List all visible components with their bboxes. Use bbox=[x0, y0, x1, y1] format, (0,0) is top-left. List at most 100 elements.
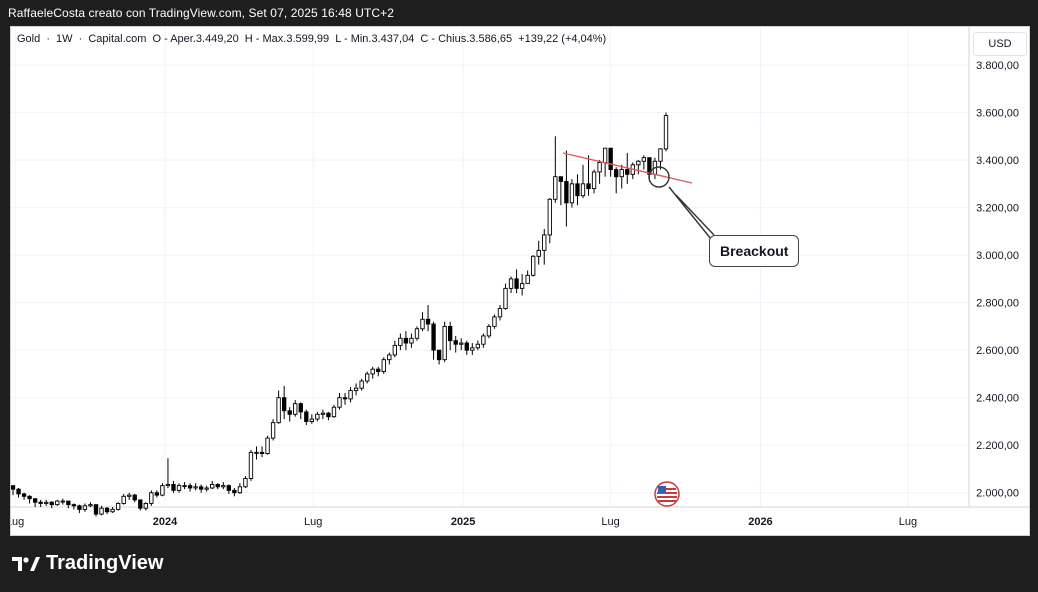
candle-body bbox=[11, 485, 16, 490]
candle-body bbox=[542, 234, 547, 251]
candle bbox=[243, 476, 248, 488]
candle bbox=[492, 314, 497, 329]
time-tick-label: Lug bbox=[304, 516, 322, 528]
candle bbox=[154, 490, 160, 498]
annotations bbox=[562, 152, 715, 507]
candle-body bbox=[564, 181, 569, 204]
candle bbox=[176, 483, 182, 493]
time-tick-label: Lug bbox=[11, 516, 24, 528]
candle bbox=[597, 160, 602, 184]
candle-body bbox=[614, 169, 619, 178]
candle-body bbox=[82, 505, 88, 510]
candle bbox=[254, 446, 259, 460]
candle-body bbox=[38, 501, 43, 504]
candle bbox=[66, 500, 71, 509]
legend-source: Capital.com bbox=[88, 33, 147, 45]
candle-body bbox=[16, 488, 21, 495]
candle bbox=[542, 228, 547, 265]
candle-body bbox=[459, 342, 464, 345]
candle-body bbox=[619, 169, 624, 178]
candle bbox=[525, 270, 530, 285]
candle bbox=[387, 352, 392, 365]
candle-body bbox=[337, 397, 342, 408]
candle bbox=[359, 378, 364, 391]
candle-body bbox=[293, 403, 298, 415]
candle bbox=[77, 504, 82, 513]
candle bbox=[442, 321, 447, 363]
candle-body bbox=[49, 501, 54, 506]
chart-frame[interactable]: 2.000,00 2.200,00 2.400,00 2.600,00 2.800,00… bbox=[10, 26, 1030, 536]
candle bbox=[193, 483, 198, 491]
candle bbox=[210, 480, 215, 490]
candle bbox=[11, 485, 16, 496]
candle bbox=[580, 164, 586, 199]
candle bbox=[414, 326, 420, 341]
candle bbox=[248, 449, 254, 481]
currency-selector[interactable]: USD bbox=[973, 32, 1027, 56]
candle bbox=[326, 411, 331, 421]
candle bbox=[93, 504, 99, 517]
candle-body bbox=[127, 494, 132, 497]
candle-body bbox=[475, 343, 481, 349]
candle bbox=[88, 502, 93, 507]
candle bbox=[464, 340, 469, 355]
candle bbox=[531, 255, 536, 277]
candle-body bbox=[591, 171, 597, 190]
candle bbox=[198, 484, 204, 493]
legend-change: +139,22 (+4,04%) bbox=[518, 33, 607, 45]
symbol-legend[interactable]: Gold · 1W · Capital.com O - Aper.3.449,2… bbox=[17, 33, 607, 45]
candle-body bbox=[580, 183, 586, 197]
candle-body bbox=[138, 499, 143, 509]
candle-body bbox=[77, 505, 82, 510]
candle bbox=[376, 366, 381, 377]
candle bbox=[497, 305, 503, 321]
candle bbox=[55, 499, 60, 506]
legend-open: O - Aper.3.449,20 bbox=[152, 33, 239, 45]
candle-body bbox=[259, 451, 265, 454]
candle bbox=[276, 390, 281, 424]
candle bbox=[281, 385, 287, 420]
candle bbox=[337, 392, 342, 410]
candle bbox=[204, 485, 209, 492]
candle-body bbox=[525, 274, 530, 285]
price-tick-label: 3.000,00 bbox=[976, 250, 1019, 262]
candle bbox=[536, 240, 541, 265]
candle-body bbox=[32, 498, 38, 503]
time-tick-label: Lug bbox=[601, 516, 619, 528]
candle-body bbox=[215, 483, 220, 488]
candle bbox=[663, 112, 669, 152]
candle-body bbox=[176, 485, 182, 491]
candle-body bbox=[149, 492, 154, 504]
candle bbox=[475, 340, 481, 351]
candle bbox=[187, 483, 193, 492]
candlestick-chart: 2.000,00 2.200,00 2.400,00 2.600,00 2.800,00… bbox=[11, 27, 1029, 528]
grid bbox=[11, 27, 969, 507]
candle-body bbox=[232, 489, 237, 494]
candle bbox=[121, 493, 126, 505]
candle bbox=[459, 338, 464, 351]
candle-body bbox=[553, 176, 558, 200]
candle-body bbox=[171, 483, 176, 491]
candle bbox=[171, 480, 176, 493]
candle-body bbox=[597, 161, 602, 173]
candles bbox=[11, 112, 669, 517]
tradingview-brand[interactable]: TradingView bbox=[12, 552, 163, 575]
candle bbox=[215, 483, 220, 490]
candle-body bbox=[104, 507, 110, 513]
candle bbox=[481, 333, 486, 348]
candle-body bbox=[93, 504, 99, 515]
candle bbox=[160, 483, 165, 497]
candle-body bbox=[492, 316, 497, 327]
candle-body bbox=[370, 368, 375, 375]
candle bbox=[342, 392, 348, 405]
candle-body bbox=[55, 500, 60, 506]
candle bbox=[44, 499, 49, 506]
legend-high: H - Max.3.599,99 bbox=[244, 33, 330, 45]
candle bbox=[16, 487, 21, 498]
candle-body bbox=[464, 342, 469, 351]
candle bbox=[591, 169, 597, 194]
candle-body bbox=[497, 308, 503, 318]
candle bbox=[115, 502, 121, 511]
price-tick-label: 3.600,00 bbox=[976, 108, 1019, 120]
candle-body bbox=[309, 418, 314, 422]
